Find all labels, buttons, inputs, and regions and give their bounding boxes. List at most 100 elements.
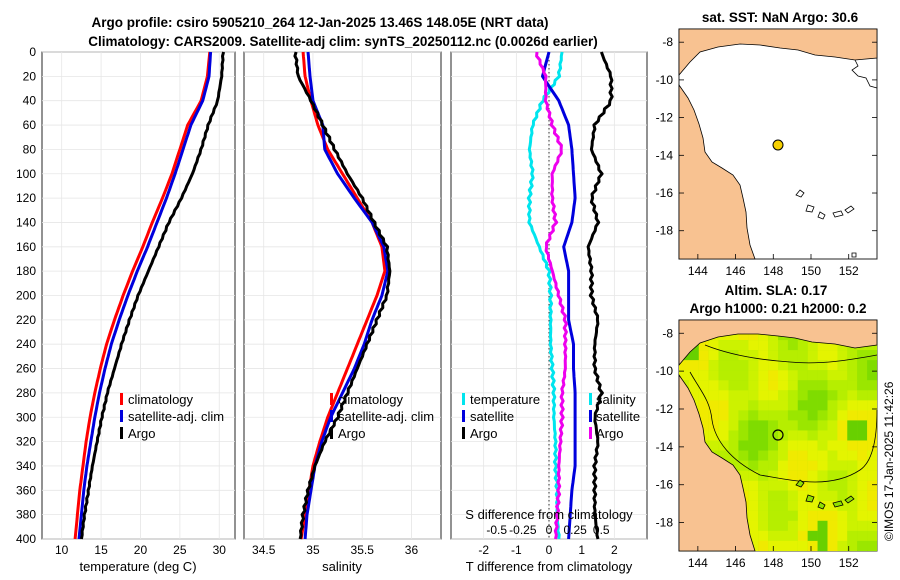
sla-cell <box>748 460 759 471</box>
sla-cell <box>827 470 838 481</box>
sla-cell <box>748 530 759 542</box>
sla-cell <box>807 500 818 511</box>
sla-cell <box>728 360 739 371</box>
sla-cell <box>688 350 699 361</box>
sla-cell <box>867 510 878 521</box>
sla-cell <box>837 540 848 552</box>
legend-argo: Argo <box>470 426 497 441</box>
sla-cell <box>787 360 798 371</box>
sla-cell <box>847 350 858 361</box>
sla-cell <box>807 410 818 421</box>
y-tick-label: 400 <box>16 532 36 546</box>
sla-cell <box>797 360 808 371</box>
sla-cell <box>847 390 858 401</box>
sla-cell <box>827 440 838 451</box>
lat-tick-label: -16 <box>656 478 674 492</box>
y-tick-label: 280 <box>16 386 36 400</box>
lon-tick-label: 144 <box>688 556 708 570</box>
lon-tick-label: 150 <box>801 264 821 278</box>
sla-cell <box>778 450 788 461</box>
sla-cell <box>748 420 759 431</box>
sla-cell <box>847 380 858 391</box>
sla-cell <box>867 410 878 421</box>
sla-cell <box>758 520 769 531</box>
sla-cell <box>867 530 878 542</box>
sla-cell <box>728 380 739 391</box>
sla-cell <box>857 520 868 531</box>
sla-cell <box>768 350 779 361</box>
sla-cell <box>837 360 848 371</box>
sla-cell <box>847 540 858 552</box>
sla-cell <box>748 390 759 401</box>
sla-cell <box>867 370 878 381</box>
x-tick-label: 10 <box>55 543 69 557</box>
sla-cell <box>708 390 719 401</box>
sla-cell <box>758 480 769 491</box>
sla-cell <box>698 420 709 431</box>
legend-satellite: satellite-adj. clim <box>128 409 224 424</box>
sla-cell <box>748 410 759 421</box>
lon-tick-label: 150 <box>801 556 821 570</box>
sla-cell <box>797 450 808 461</box>
sla-cell <box>768 340 779 351</box>
legend-argo: Argo <box>128 426 155 441</box>
sla-cell <box>748 510 759 521</box>
sla-reef-islands <box>795 479 855 510</box>
legend-argo: Argo <box>596 426 623 441</box>
sla-map-title-line1: Altim. SLA: 0.17 <box>725 283 828 298</box>
legend-satellite: satellite <box>470 409 514 424</box>
lon-tick-label: 148 <box>763 556 783 570</box>
sla-cell <box>807 340 818 351</box>
y-tick-label: 80 <box>23 142 37 156</box>
sla-cell <box>758 420 769 431</box>
sla-cell <box>867 360 878 371</box>
sst-land-north <box>678 28 878 77</box>
lat-tick-label: -12 <box>656 402 674 416</box>
sla-cell <box>738 380 749 391</box>
sla-cell <box>758 450 769 461</box>
sla-cell <box>827 340 838 351</box>
sla-cell <box>708 410 719 421</box>
sla-cell <box>817 360 828 371</box>
sla-cell <box>827 490 838 501</box>
sla-cell <box>787 540 798 552</box>
sla-cell <box>847 500 858 511</box>
sla-cell <box>847 360 858 371</box>
sla-cell <box>867 520 878 531</box>
sla-cell <box>778 380 788 391</box>
sla-cell <box>787 420 798 431</box>
sla-cell <box>837 410 848 421</box>
sla-cell <box>708 370 719 381</box>
sla-cell <box>708 350 719 361</box>
s-tick-label: -0.25 <box>509 523 537 537</box>
sla-cell <box>797 420 808 431</box>
sla-cell <box>787 440 798 451</box>
sla-cell <box>787 470 798 481</box>
sla-cell <box>748 360 759 371</box>
sla-cell <box>738 390 749 401</box>
sla-cell <box>758 360 769 371</box>
sla-cell <box>807 450 818 461</box>
sla-cell <box>738 340 749 351</box>
sla-cell <box>738 470 749 481</box>
y-tick-label: 100 <box>16 167 36 181</box>
lat-tick-label: -10 <box>656 364 674 378</box>
x-tick-label: -1 <box>511 543 522 557</box>
sla-cell <box>807 420 818 431</box>
sla-cell <box>778 530 788 542</box>
sla-cell <box>768 390 779 401</box>
sla-cell <box>847 510 858 521</box>
sla-cell <box>748 490 759 501</box>
sla-cell <box>817 440 828 451</box>
sla-cell <box>728 430 739 441</box>
sla-cell <box>748 430 759 441</box>
y-tick-label: 200 <box>16 289 36 303</box>
sla-cell <box>827 460 838 471</box>
y-tick-label: 140 <box>16 215 36 229</box>
sla-cell <box>708 360 719 371</box>
sla-cell <box>758 350 769 361</box>
sla-cell <box>797 510 808 521</box>
lon-tick-label: 146 <box>726 264 746 278</box>
lon-tick-label: 146 <box>726 556 746 570</box>
sla-cell <box>748 450 759 461</box>
